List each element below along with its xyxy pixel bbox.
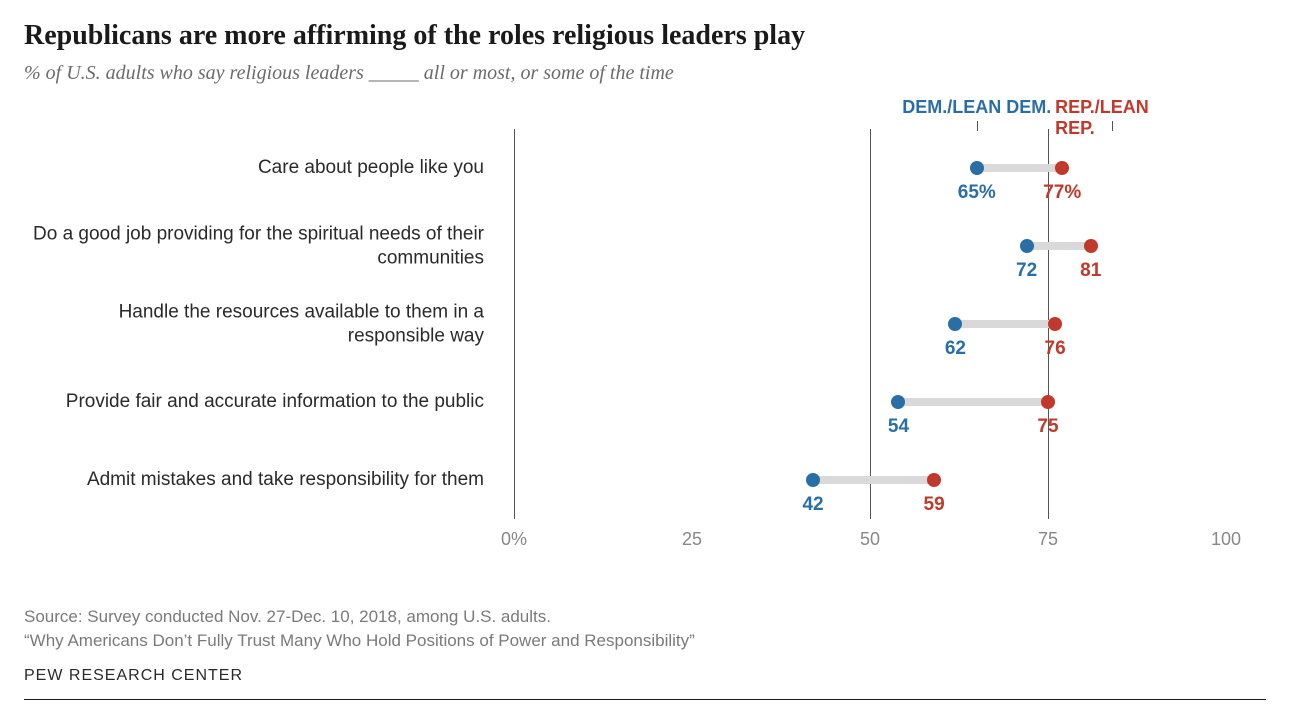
row-track: 54 75 [514,363,1226,441]
plot-region: Care about people like you 65% 77% Do a goo… [24,129,1266,519]
footer-rule [24,699,1266,700]
dot-rep [927,473,941,487]
x-tick-label: 25 [682,529,702,550]
note-text: “Why Americans Don’t Fully Trust Many Wh… [24,629,1266,653]
dot-dem [948,317,962,331]
connector [813,476,934,484]
dot-dem [806,473,820,487]
dot-dem [1020,239,1034,253]
chart-row: Provide fair and accurate information to… [24,363,1266,441]
row-label: Admit mistakes and take responsibility f… [24,468,494,492]
value-label-dem: 65% [958,182,996,204]
row-track: 65% 77% [514,129,1226,207]
chart-footer: Source: Survey conducted Nov. 27-Dec. 10… [24,605,1266,700]
value-label-rep: 75 [1037,416,1058,438]
value-label-dem: 72 [1016,260,1037,282]
x-tick-label: 0% [501,529,527,550]
x-tick-label: 75 [1038,529,1058,550]
chart-row: Do a good job providing for the spiritua… [24,207,1266,285]
x-tick-label: 100 [1211,529,1241,550]
row-label: Care about people like you [24,156,494,180]
value-label-rep: 81 [1080,260,1101,282]
legend: DEM./LEAN DEM.REP./LEAN REP. [24,93,1266,129]
dot-rep [1055,161,1069,175]
chart-title: Republicans are more affirming of the ro… [24,20,1266,52]
connector [977,164,1062,172]
value-label-rep: 76 [1045,338,1066,360]
source-text: Source: Survey conducted Nov. 27-Dec. 10… [24,605,1266,629]
dot-dem [970,161,984,175]
value-label-rep: 77% [1043,182,1081,204]
dot-rep [1041,395,1055,409]
connector [955,320,1055,328]
attribution-text: PEW RESEARCH CENTER [24,667,1266,699]
row-label: Provide fair and accurate information to… [24,390,494,414]
dot-dem [891,395,905,409]
chart-row: Admit mistakes and take responsibility f… [24,441,1266,519]
row-label: Do a good job providing for the spiritua… [24,222,494,270]
value-label-dem: 42 [802,494,823,516]
chart-row: Handle the resources available to them i… [24,285,1266,363]
chart-row: Care about people like you 65% 77% [24,129,1266,207]
row-track: 62 76 [514,285,1226,363]
chart-subtitle: % of U.S. adults who say religious leade… [24,62,1266,85]
legend-label-dem: DEM./LEAN DEM. [902,97,1051,118]
row-track: 42 59 [514,441,1226,519]
x-axis: 0%255075100 [514,519,1226,553]
row-track: 72 81 [514,207,1226,285]
connector [1027,242,1091,250]
row-label: Handle the resources available to them i… [24,300,494,348]
value-label-rep: 59 [924,494,945,516]
value-label-dem: 62 [945,338,966,360]
x-tick-label: 50 [860,529,880,550]
dot-rep [1048,317,1062,331]
connector [898,398,1048,406]
dot-rep [1084,239,1098,253]
chart-area: DEM./LEAN DEM.REP./LEAN REP. Care about … [24,93,1266,553]
value-label-dem: 54 [888,416,909,438]
